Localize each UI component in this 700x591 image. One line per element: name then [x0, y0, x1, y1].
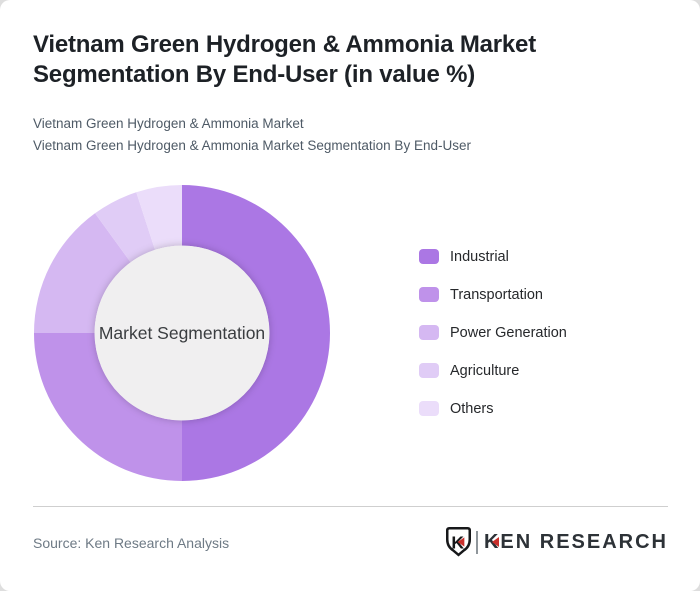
legend-swatch: [419, 249, 439, 264]
legend-item-agriculture: Agriculture: [419, 362, 567, 379]
legend-item-power-generation: Power Generation: [419, 324, 567, 341]
subtitle-line-1: Vietnam Green Hydrogen & Ammonia Market: [33, 116, 304, 131]
legend-swatch: [419, 287, 439, 302]
ken-research-logo: K K EN RESEARCH: [445, 527, 668, 557]
legend: Industrial Transportation Power Generation…: [419, 249, 567, 439]
brand-red-triangle-icon: [492, 537, 500, 547]
donut-segment-others: [136, 184, 182, 250]
page-title: Vietnam Green Hydrogen & Ammonia Market …: [33, 31, 536, 88]
donut-hole: [94, 245, 270, 421]
ken-research-shield-icon: K: [445, 527, 471, 557]
legend-swatch: [419, 325, 439, 340]
donut-segment-industrial: [182, 184, 331, 482]
donut-segment-agriculture: [95, 192, 155, 263]
legend-swatch: [419, 401, 439, 416]
donut-segment-transportation: [33, 333, 182, 482]
legend-item-others: Others: [419, 400, 567, 417]
brand-wordmark: K EN RESEARCH: [484, 527, 668, 557]
legend-swatch: [419, 363, 439, 378]
legend-item-transportation: Transportation: [419, 286, 567, 303]
subtitle-line-2: Vietnam Green Hydrogen & Ammonia Market …: [33, 137, 471, 153]
brand-rest: EN RESEARCH: [500, 531, 668, 553]
source-text: Source: Ken Research Analysis: [33, 535, 230, 551]
donut-segment-power-generation: [33, 213, 131, 333]
legend-label: Transportation: [450, 286, 543, 303]
brand-k-letter: K: [483, 531, 501, 553]
legend-label: Industrial: [450, 248, 509, 265]
legend-label: Others: [450, 400, 494, 417]
footer-divider: [33, 506, 668, 507]
legend-label: Power Generation: [450, 324, 567, 341]
shield-letter: K: [451, 532, 464, 552]
chart-subtitle: Vietnam Green Hydrogen & Ammonia Market …: [33, 113, 471, 156]
donut-chart: Market Segmentation: [33, 184, 331, 482]
legend-item-industrial: Industrial: [419, 248, 567, 265]
legend-label: Agriculture: [450, 362, 520, 379]
logo-divider: [475, 530, 478, 554]
donut-svg: [33, 184, 331, 482]
shield-red-triangle-icon: [457, 537, 465, 547]
